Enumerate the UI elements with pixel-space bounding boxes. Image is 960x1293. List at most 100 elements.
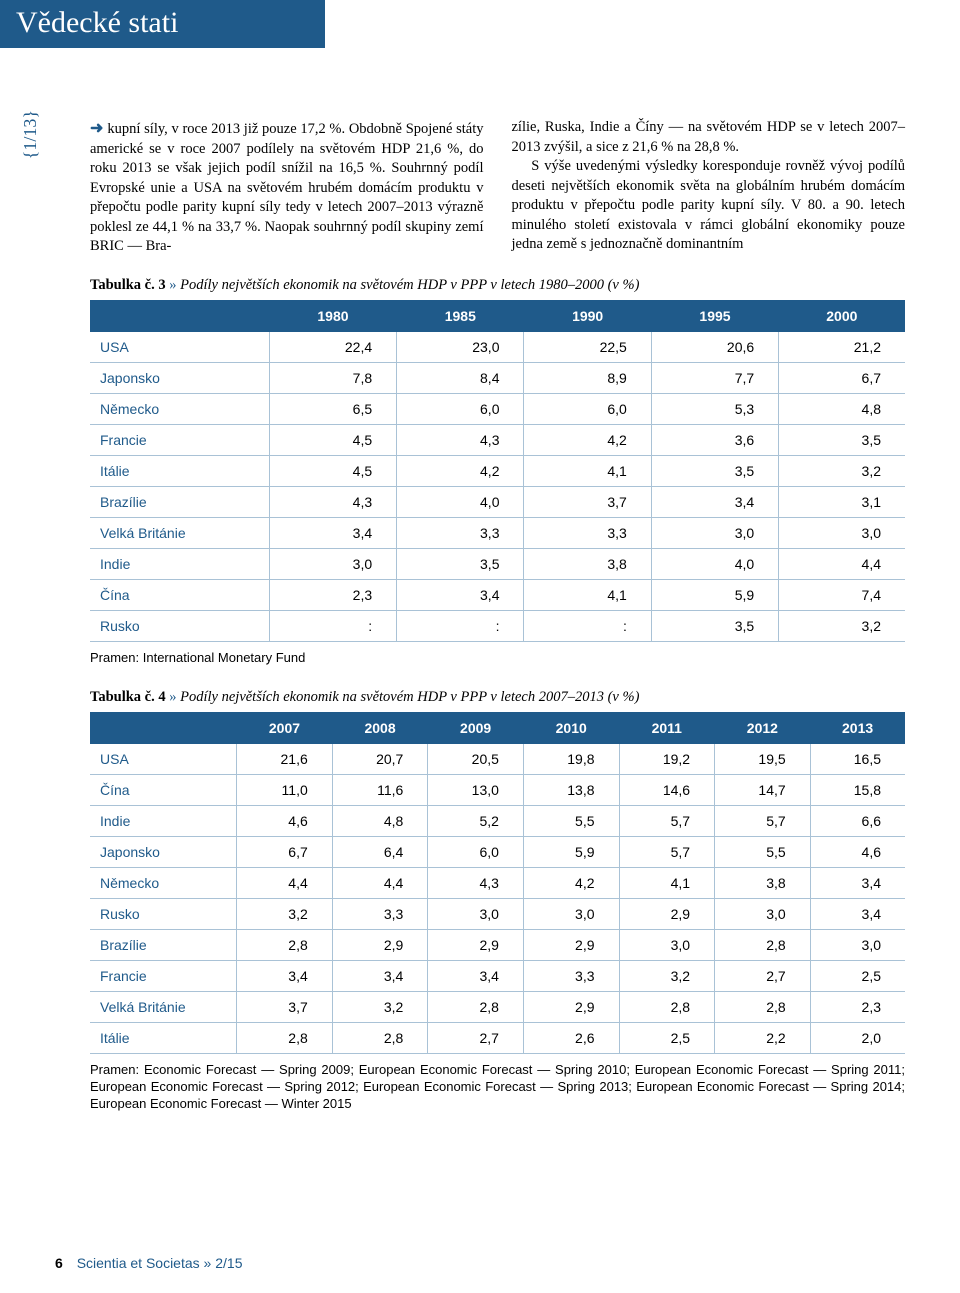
cell-value: 7,8 xyxy=(269,362,396,393)
table4-label: Tabulka č. 4 xyxy=(90,689,166,705)
row-label: Velká Británie xyxy=(90,517,269,548)
cell-value: 2,0 xyxy=(810,1022,905,1053)
table3-caption: Tabulka č. 3 » Podíly největších ekonomi… xyxy=(90,277,905,294)
cell-value: 3,0 xyxy=(428,898,524,929)
table-row: Německo4,44,44,34,24,13,83,4 xyxy=(90,867,905,898)
cell-value: 4,0 xyxy=(397,486,524,517)
table4-col-5: 2011 xyxy=(619,712,715,744)
cell-value: 3,8 xyxy=(715,867,811,898)
cell-value: 3,0 xyxy=(779,517,905,548)
table-row: Itálie2,82,82,72,62,52,22,0 xyxy=(90,1022,905,1053)
cell-value: 6,7 xyxy=(237,836,333,867)
cell-value: 4,0 xyxy=(651,548,778,579)
cell-value: 3,3 xyxy=(524,517,651,548)
table4-caption: Tabulka č. 4 » Podíly největších ekonomi… xyxy=(90,689,905,706)
cell-value: 5,9 xyxy=(651,579,778,610)
cell-value: 5,2 xyxy=(428,805,524,836)
row-label: Velká Británie xyxy=(90,991,237,1022)
cell-value: 19,8 xyxy=(523,744,619,775)
table-row: USA21,620,720,519,819,219,516,5 xyxy=(90,744,905,775)
cell-value: 21,6 xyxy=(237,744,333,775)
cell-value: 4,1 xyxy=(524,455,651,486)
cell-value: 2,8 xyxy=(428,991,524,1022)
cell-value: 4,3 xyxy=(428,867,524,898)
cell-value: 3,4 xyxy=(428,960,524,991)
side-page-badge: {1/13} xyxy=(20,110,41,159)
table3-col-0 xyxy=(90,300,269,332)
paragraph-right: zílie, Ruska, Indie a Číny — na světovém… xyxy=(512,119,909,252)
table-row: USA22,423,022,520,621,2 xyxy=(90,332,905,363)
cell-value: 3,0 xyxy=(523,898,619,929)
cell-value: 3,2 xyxy=(619,960,715,991)
cell-value: 20,7 xyxy=(332,744,428,775)
cell-value: 3,4 xyxy=(237,960,333,991)
cell-value: 19,5 xyxy=(715,744,811,775)
cell-value: 6,6 xyxy=(810,805,905,836)
cell-value: 3,2 xyxy=(332,991,428,1022)
row-label: Čína xyxy=(90,579,269,610)
cell-value: 20,5 xyxy=(428,744,524,775)
cell-value: 2,9 xyxy=(619,898,715,929)
cell-value: 21,2 xyxy=(779,332,905,363)
cell-value: 2,7 xyxy=(428,1022,524,1053)
cell-value: 4,1 xyxy=(619,867,715,898)
cell-value: 2,2 xyxy=(715,1022,811,1053)
cell-value: 3,4 xyxy=(810,867,905,898)
table3: 1980 1985 1990 1995 2000 USA22,423,022,5… xyxy=(90,300,905,642)
cell-value: 3,5 xyxy=(651,610,778,641)
cell-value: 5,9 xyxy=(523,836,619,867)
cell-value: 3,4 xyxy=(332,960,428,991)
journal-name: Scientia et Societas xyxy=(77,1255,200,1271)
row-label: Indie xyxy=(90,805,237,836)
table3-col-1: 1980 xyxy=(269,300,396,332)
cell-value: 4,2 xyxy=(523,867,619,898)
cell-value: 15,8 xyxy=(810,774,905,805)
row-label: Německo xyxy=(90,867,237,898)
table-row: Itálie4,54,24,13,53,2 xyxy=(90,455,905,486)
table4-col-1: 2007 xyxy=(237,712,333,744)
row-label: Itálie xyxy=(90,455,269,486)
cell-value: 3,7 xyxy=(524,486,651,517)
cell-value: : xyxy=(524,610,651,641)
cell-value: 3,0 xyxy=(810,929,905,960)
row-label: Čína xyxy=(90,774,237,805)
table4-col-3: 2009 xyxy=(428,712,524,744)
body-col-right: zílie, Ruska, Indie a Číny — na světovém… xyxy=(512,118,906,257)
cell-value: 3,3 xyxy=(332,898,428,929)
table3-col-4: 1995 xyxy=(651,300,778,332)
cell-value: 4,6 xyxy=(237,805,333,836)
cell-value: 4,1 xyxy=(524,579,651,610)
row-label: Rusko xyxy=(90,898,237,929)
cell-value: 3,3 xyxy=(397,517,524,548)
cell-value: 11,6 xyxy=(332,774,428,805)
table4-col-4: 2010 xyxy=(523,712,619,744)
cell-value: 4,3 xyxy=(269,486,396,517)
table3-header-row: 1980 1985 1990 1995 2000 xyxy=(90,300,905,332)
cell-value: 3,0 xyxy=(651,517,778,548)
table4-title: Podíly největších ekonomik na světovém H… xyxy=(180,689,639,705)
row-label: Německo xyxy=(90,393,269,424)
cell-value: 2,8 xyxy=(237,1022,333,1053)
cell-value: 5,5 xyxy=(715,836,811,867)
cell-value: 4,5 xyxy=(269,455,396,486)
cell-value: 3,2 xyxy=(237,898,333,929)
row-label: Brazílie xyxy=(90,486,269,517)
cell-value: 4,8 xyxy=(779,393,905,424)
cell-value: 2,8 xyxy=(332,1022,428,1053)
continuation-arrow-icon: ➜ xyxy=(90,120,103,137)
cell-value: 13,8 xyxy=(523,774,619,805)
cell-value: 3,5 xyxy=(779,424,905,455)
table3-col-3: 1990 xyxy=(524,300,651,332)
cell-value: 3,6 xyxy=(651,424,778,455)
cell-value: 2,5 xyxy=(619,1022,715,1053)
footer-arrow-icon: » xyxy=(204,1255,212,1271)
table-row: Japonsko7,88,48,97,76,7 xyxy=(90,362,905,393)
cell-value: 3,7 xyxy=(237,991,333,1022)
table-row: Japonsko6,76,46,05,95,75,54,6 xyxy=(90,836,905,867)
cell-value: 2,3 xyxy=(269,579,396,610)
cell-value: 5,5 xyxy=(523,805,619,836)
row-label: Itálie xyxy=(90,1022,237,1053)
cell-value: 3,1 xyxy=(779,486,905,517)
cell-value: 5,7 xyxy=(715,805,811,836)
table4-col-0 xyxy=(90,712,237,744)
